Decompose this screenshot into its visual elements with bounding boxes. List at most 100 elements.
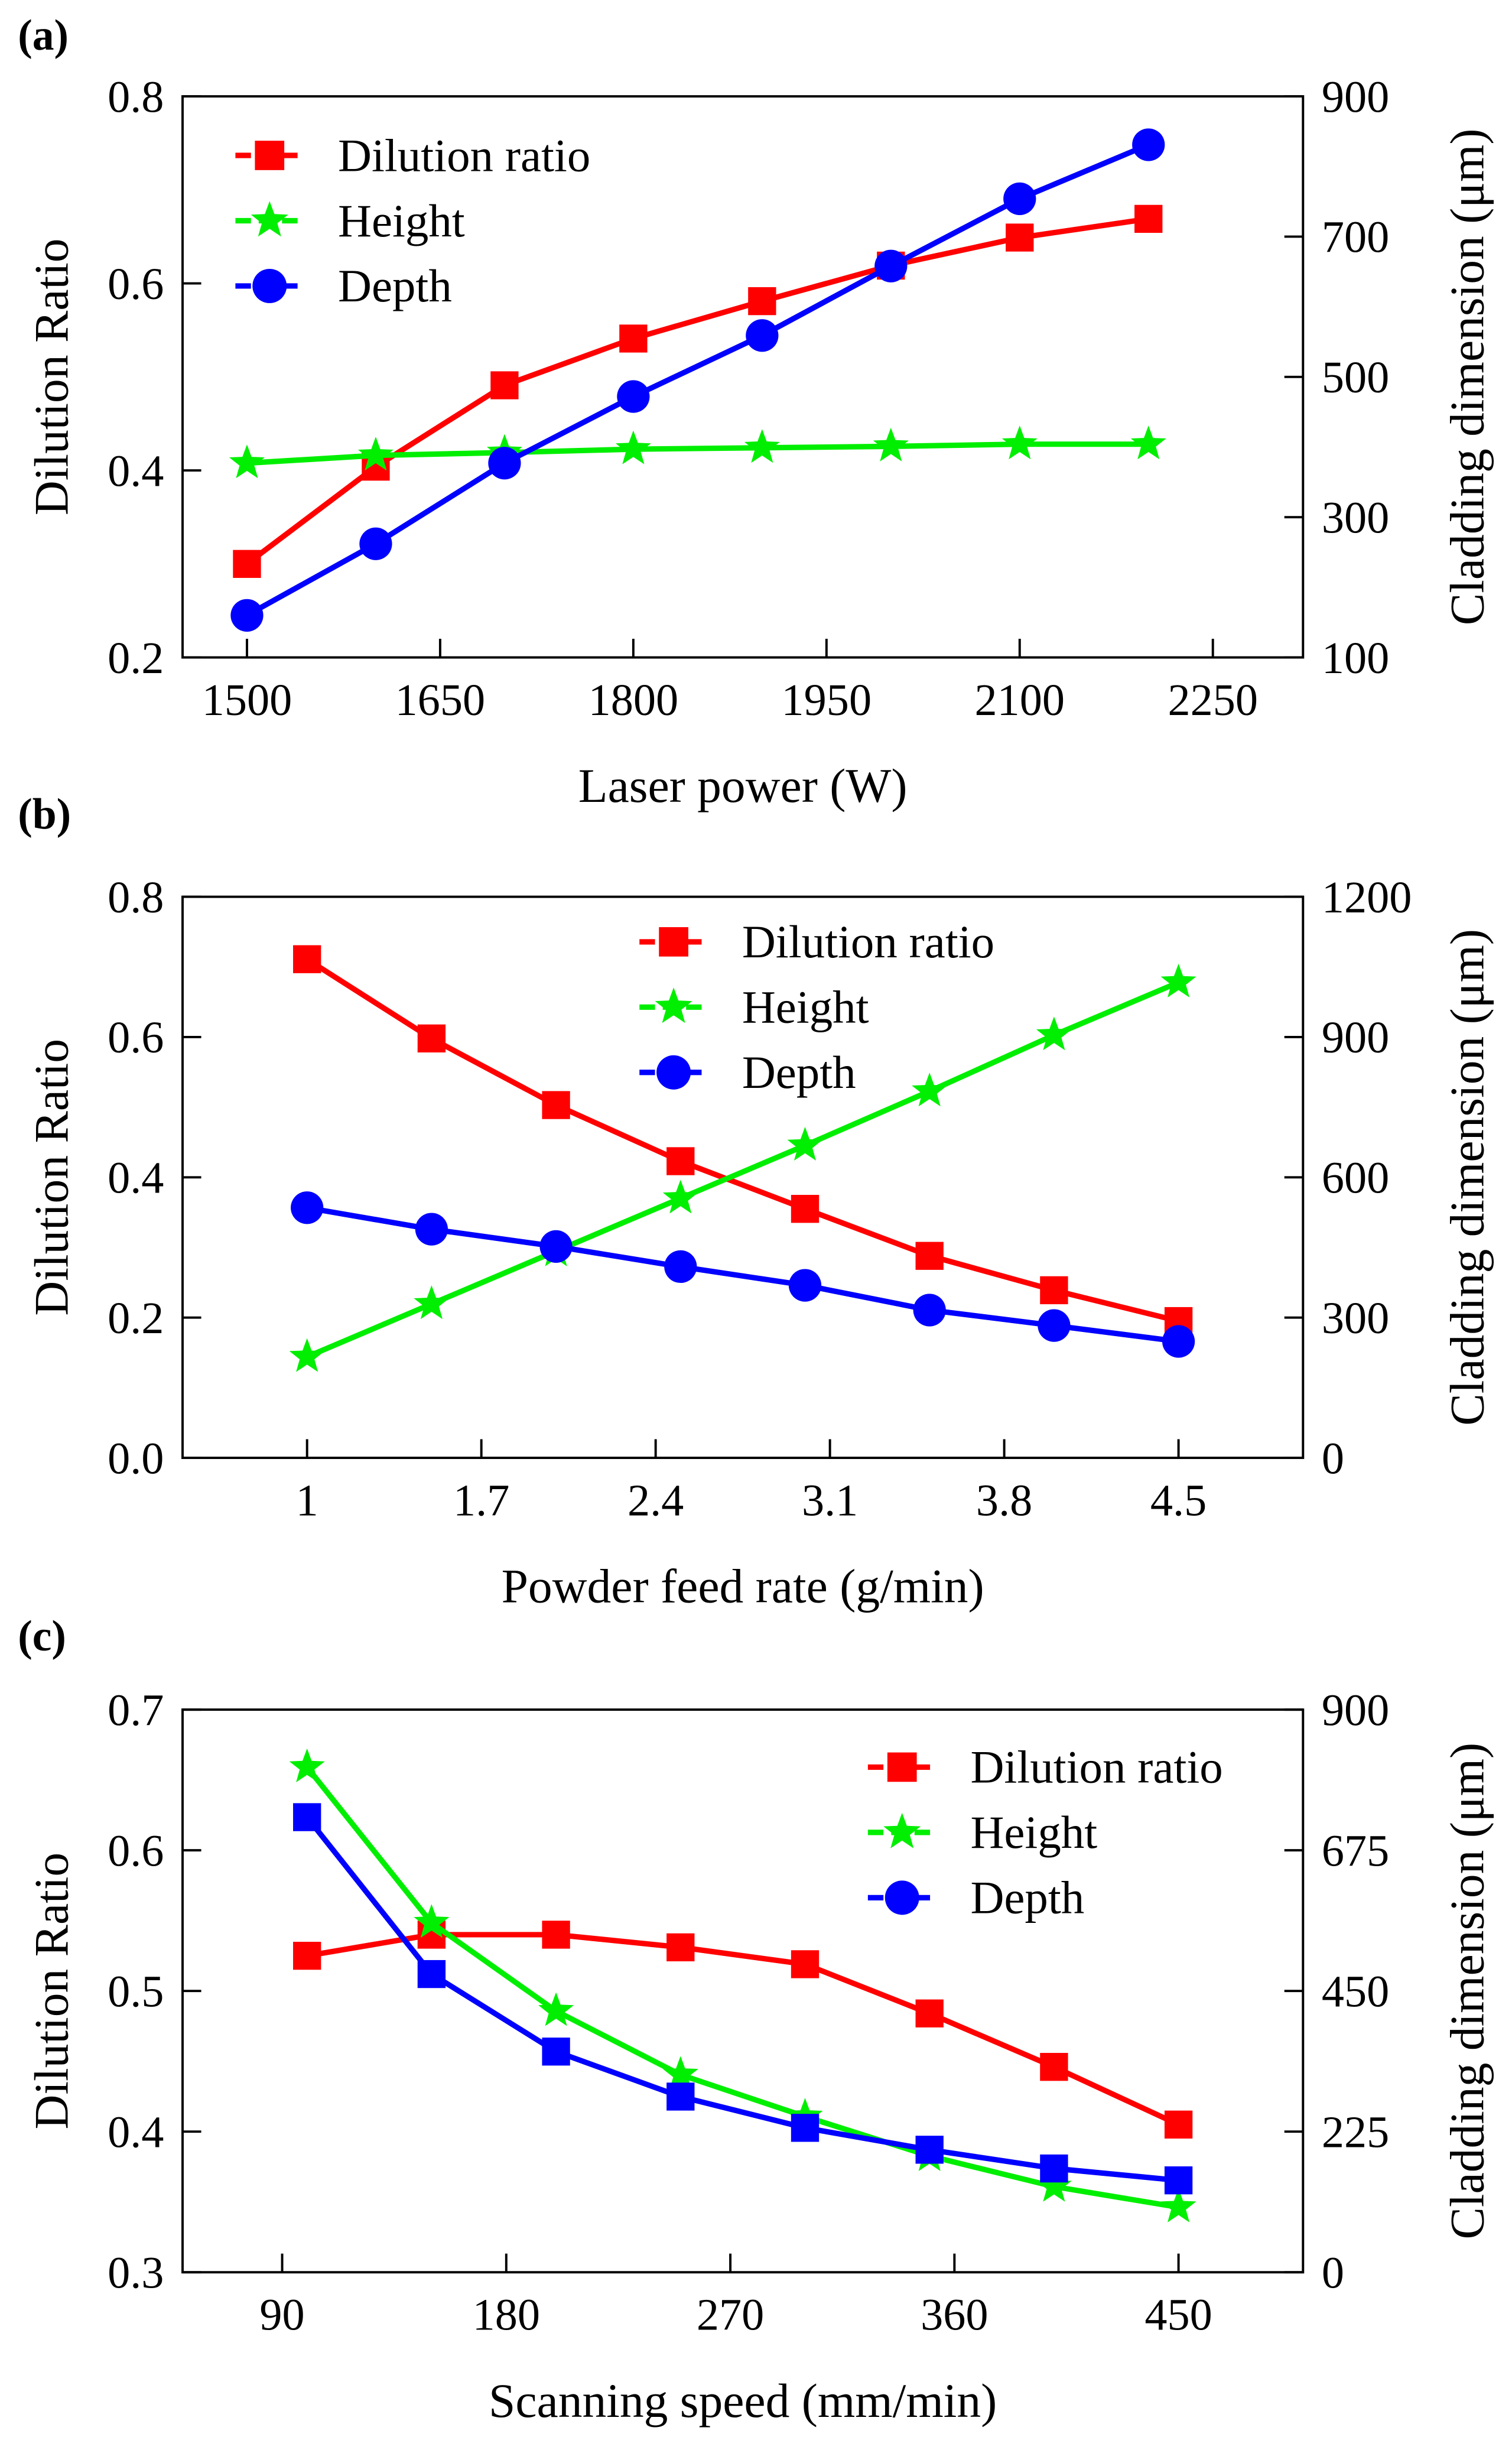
legend: Dilution ratio Height Depth xyxy=(639,917,994,1099)
x-tick-label: 1.7 xyxy=(453,1476,509,1525)
legend-marker xyxy=(252,268,287,303)
y-tick-label: 0.4 xyxy=(108,446,164,496)
x-tick-label: 2100 xyxy=(975,675,1065,725)
data-point xyxy=(791,2114,820,2142)
series-dilution-ratio xyxy=(293,1921,1193,2139)
series-height xyxy=(289,963,1196,1372)
series-depth xyxy=(230,128,1165,632)
y2-axis-label: Cladding dimension (μm) xyxy=(1440,128,1494,625)
legend-item: Dilution ratio xyxy=(235,130,590,181)
y-tick-label: 0.4 xyxy=(108,2107,164,2157)
series-line xyxy=(305,957,1179,1324)
legend-label: Height xyxy=(970,1807,1097,1858)
legend-label: Depth xyxy=(742,1047,856,1099)
y2-axis-label: Cladding dimension (μm) xyxy=(1440,1743,1494,2240)
legend-item: Depth xyxy=(639,1047,856,1099)
data-point xyxy=(289,1338,325,1372)
panel-b: (b) 1 1.7 2.4 3.1 3.8 4.5 0.0 0.2 0.4 0.6 0.8 0 300 60… xyxy=(18,789,1494,1613)
data-point xyxy=(490,371,519,399)
panel-label: (c) xyxy=(18,1611,66,1660)
legend-marker xyxy=(885,1880,919,1915)
legend-item: Height xyxy=(867,1807,1097,1858)
data-point xyxy=(666,1147,695,1175)
data-point xyxy=(539,1230,573,1263)
data-point xyxy=(615,430,651,464)
legend-marker xyxy=(656,1055,691,1090)
data-point xyxy=(1040,2154,1068,2183)
x-tick-label: 1500 xyxy=(202,675,292,725)
legend-marker xyxy=(251,201,288,237)
data-point xyxy=(293,945,321,973)
x-tick-label: 360 xyxy=(921,2290,988,2340)
data-point xyxy=(791,1195,820,1223)
y-tick-label: 0.2 xyxy=(108,1294,164,1343)
series-line xyxy=(306,1205,1179,1344)
data-point xyxy=(289,1748,325,1782)
data-point xyxy=(542,1921,570,1949)
data-point xyxy=(230,599,264,632)
y2-tick-label: 225 xyxy=(1322,2107,1389,2157)
legend-marker xyxy=(655,987,692,1023)
x-axis-label: Powder feed rate (g/min) xyxy=(502,1559,984,1613)
y2-tick-label: 600 xyxy=(1322,1153,1389,1203)
legend-label: Height xyxy=(742,982,869,1034)
data-point xyxy=(415,1213,448,1246)
data-point xyxy=(291,1191,324,1224)
panel-c: (c) 90 180 270 360 450 0.3 0.4 0.5 0.6 0.7 0 225 450 6… xyxy=(18,1611,1494,2428)
data-point xyxy=(787,1126,823,1161)
legend-item: Dilution ratio xyxy=(639,917,994,968)
series-line xyxy=(305,1815,1179,2183)
x-tick-label: 90 xyxy=(259,2290,304,2340)
data-point xyxy=(1036,2168,1072,2202)
series-line xyxy=(305,1765,1179,2210)
data-point xyxy=(662,2056,698,2090)
legend: Dilution ratio Height Depth xyxy=(235,130,590,312)
data-point xyxy=(1038,1309,1071,1342)
x-tick-label: 450 xyxy=(1144,2290,1212,2340)
plot-frame xyxy=(181,895,1305,1460)
y-tick-label: 0.0 xyxy=(108,1434,164,1483)
plot-frame xyxy=(181,1708,1305,2274)
y2-tick-label: 900 xyxy=(1322,72,1389,122)
y-tick-label: 0.7 xyxy=(108,1685,164,1735)
legend-item: Height xyxy=(235,196,465,247)
panel-a: (a) 1500 1650 1800 1950 2100 2250 0.2 0.4 0.6 0.8 1… xyxy=(18,11,1494,813)
data-point xyxy=(542,1091,570,1119)
x-tick-label: 2250 xyxy=(1168,675,1258,725)
legend-marker xyxy=(883,1812,921,1848)
legend-item: Depth xyxy=(867,1873,1084,1924)
data-point xyxy=(874,249,908,282)
data-point xyxy=(229,444,265,479)
data-point xyxy=(748,287,776,316)
data-point xyxy=(1134,204,1163,233)
data-point xyxy=(233,550,261,578)
data-point xyxy=(915,1242,944,1270)
data-point xyxy=(619,324,648,353)
data-point xyxy=(617,380,650,413)
y-tick-label: 0.2 xyxy=(108,633,164,683)
x-tick-label: 1650 xyxy=(395,675,486,725)
legend-marker xyxy=(887,1752,917,1782)
data-point xyxy=(414,1904,450,1938)
legend-label: Dilution ratio xyxy=(970,1742,1222,1793)
data-point xyxy=(293,1941,321,1970)
x-tick-label: 3.1 xyxy=(802,1476,858,1525)
legend-label: Depth xyxy=(338,261,452,312)
y2-tick-label: 700 xyxy=(1322,213,1389,262)
panel-label: (b) xyxy=(18,789,71,838)
x-tick-label: 1800 xyxy=(588,675,679,725)
series-line xyxy=(245,142,1150,618)
data-point xyxy=(1160,963,1196,997)
data-point xyxy=(666,2082,695,2111)
data-point xyxy=(913,1294,946,1327)
legend-item: Depth xyxy=(235,261,452,312)
data-point xyxy=(1040,2053,1068,2081)
x-tick-label: 1 xyxy=(296,1476,318,1525)
data-point xyxy=(1164,2166,1193,2195)
legend-marker xyxy=(659,927,688,957)
data-point xyxy=(746,319,779,352)
y2-tick-label: 300 xyxy=(1322,1294,1389,1343)
y-axis-label: Dilution Ratio xyxy=(24,238,78,515)
data-point xyxy=(666,1933,695,1962)
y-tick-label: 0.3 xyxy=(108,2248,164,2298)
